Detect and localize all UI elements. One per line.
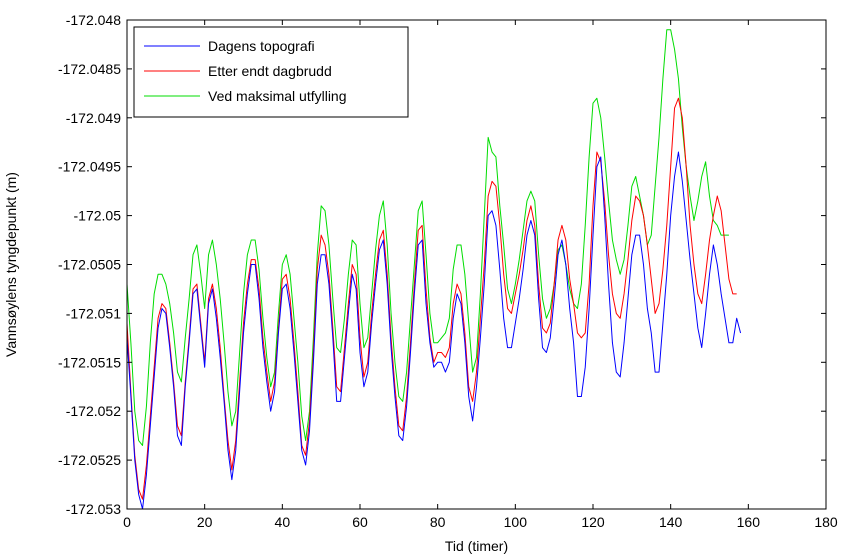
y-tick-label: -172.048 (66, 12, 121, 28)
legend-label: Ved maksimal utfylling (208, 88, 347, 104)
y-axis-label: Vannsøylens tyngdepunkt (m) (3, 172, 19, 357)
y-tick-label: -172.0515 (58, 354, 121, 370)
series-line-2 (126, 29, 729, 446)
series-line-0 (126, 151, 742, 510)
y-tick-label: -172.0495 (58, 159, 121, 175)
y-tick-label: -172.0485 (58, 61, 121, 77)
x-tick-label: 120 (581, 514, 605, 530)
legend-box (133, 26, 409, 118)
x-tick-label: 80 (430, 514, 446, 530)
y-tick-label: -172.053 (66, 501, 121, 517)
x-axis: 0 20 40 60 80 100 120 140 160 180 (123, 20, 838, 530)
x-tick-label: 180 (814, 514, 838, 530)
x-tick-label: 0 (123, 514, 131, 530)
plot-lines (126, 29, 742, 510)
series-line-1 (126, 97, 737, 500)
x-tick-label: 160 (737, 514, 761, 530)
y-tick-label: -172.0505 (58, 257, 121, 273)
y-tick-label: -172.051 (66, 305, 121, 321)
x-tick-label: 60 (352, 514, 368, 530)
y-tick-label: -172.0525 (58, 452, 121, 468)
y-tick-label: -172.049 (66, 110, 121, 126)
x-axis-label: Tid (timer) (445, 538, 508, 554)
y-tick-label: -172.052 (66, 403, 121, 419)
x-tick-label: 20 (197, 514, 213, 530)
x-tick-label: 100 (504, 514, 528, 530)
legend-label: Dagens topografi (208, 38, 315, 54)
legend-label: Etter endt dagbrudd (208, 63, 332, 79)
x-tick-label: 40 (275, 514, 291, 530)
y-axis: -172.048 -172.0485 -172.049 -172.0495 -172.0… (58, 12, 826, 517)
legend: Dagens topografi Etter endt dagbrudd Ved m… (133, 26, 409, 118)
x-tick-label: 140 (659, 514, 683, 530)
y-tick-label: -172.05 (74, 208, 122, 224)
